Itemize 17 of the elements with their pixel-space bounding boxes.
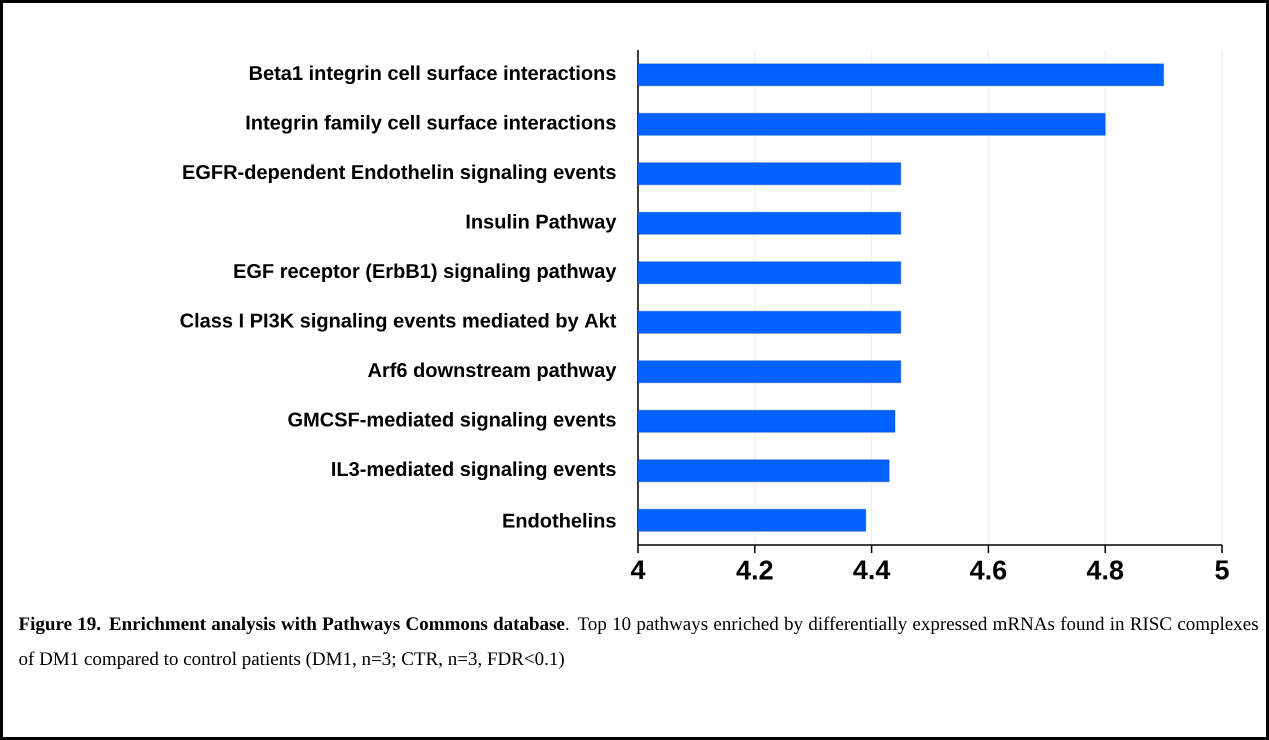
y-tick-label: Integrin family cell surface interactions bbox=[246, 114, 616, 134]
text: Figure 19. Enrichment analysis with Pathways Commons database. Top 10 pathways enriched by differentially expressed mRNAs found in RISC complexes of DM1 compared to control patients (DM1, n=3; CTR, n=3, FDR<0.1) bbox=[18, 616, 1258, 669]
x-tick-label: 4.8 bbox=[1086, 560, 1124, 580]
y-tick-label: Endothelins bbox=[503, 512, 616, 528]
y-tick-label: IL3-mediated signaling events bbox=[332, 461, 616, 481]
y-tick-label: Class I PI3K signaling events mediated by Akt bbox=[180, 312, 617, 332]
y-tick-label: Beta1 integrin cell surface interactions bbox=[249, 65, 616, 85]
y-tick-label: EGF receptor (ErbB1) signaling pathway bbox=[234, 263, 617, 283]
x-tick-label: 4.6 bbox=[970, 560, 1007, 580]
y-tick-label: Insulin Pathway bbox=[466, 213, 617, 233]
y-tick-label: EGFR-dependent Endothelin signaling events bbox=[183, 164, 616, 184]
y-tick-label: GMCSF-mediated signaling events bbox=[288, 411, 616, 431]
x-tick-label: 4.4 bbox=[853, 560, 891, 580]
x-tick-label: 4.2 bbox=[736, 560, 773, 580]
x-tick-label: 4 bbox=[630, 560, 646, 580]
x-tick-label: 5 bbox=[1215, 560, 1229, 580]
y-tick-label: Arf6 downstream pathway bbox=[368, 362, 617, 382]
